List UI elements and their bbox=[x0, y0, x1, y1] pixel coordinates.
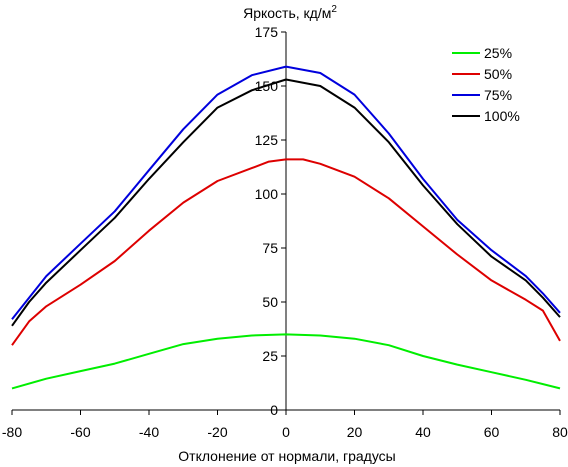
x-tick-label: 0 bbox=[282, 424, 290, 440]
series-layer bbox=[11, 65, 561, 390]
legend-label: 100% bbox=[484, 108, 520, 124]
x-tick-label: 20 bbox=[347, 424, 363, 440]
x-tick-label: -60 bbox=[70, 424, 90, 440]
y-axis-title: Яркость, кд/м2 bbox=[243, 4, 337, 21]
y-tick-label: 50 bbox=[262, 294, 278, 310]
legend-label: 75% bbox=[484, 87, 512, 103]
series-line-2 bbox=[11, 65, 561, 320]
y-tick-label: 75 bbox=[262, 240, 278, 256]
x-axis-title: Отклонение от нормали, градусы bbox=[178, 448, 395, 464]
y-tick-label: 125 bbox=[255, 132, 279, 148]
x-tick-label: 40 bbox=[415, 424, 431, 440]
x-tick-label: -20 bbox=[207, 424, 227, 440]
x-tick-label: -80 bbox=[2, 424, 22, 440]
series-line-3 bbox=[11, 78, 561, 327]
legend: 25% 50% 75% 100% bbox=[452, 45, 520, 124]
x-tick-label: -40 bbox=[139, 424, 159, 440]
y-axis-title-main: Яркость, кд/м bbox=[243, 5, 331, 21]
y-axis-title-superscript: 2 bbox=[331, 4, 337, 15]
legend-label: 25% bbox=[484, 45, 512, 61]
series-line-0 bbox=[11, 333, 561, 390]
y-tick-label: 100 bbox=[255, 186, 279, 202]
x-tick-label: 80 bbox=[552, 424, 568, 440]
y-tick-label: 175 bbox=[255, 24, 279, 40]
y-tick-label: 0 bbox=[270, 402, 278, 418]
legend-label: 50% bbox=[484, 66, 512, 82]
x-tick-label: 60 bbox=[484, 424, 500, 440]
y-tick-label: 25 bbox=[262, 348, 278, 364]
series-line-1 bbox=[11, 158, 561, 346]
